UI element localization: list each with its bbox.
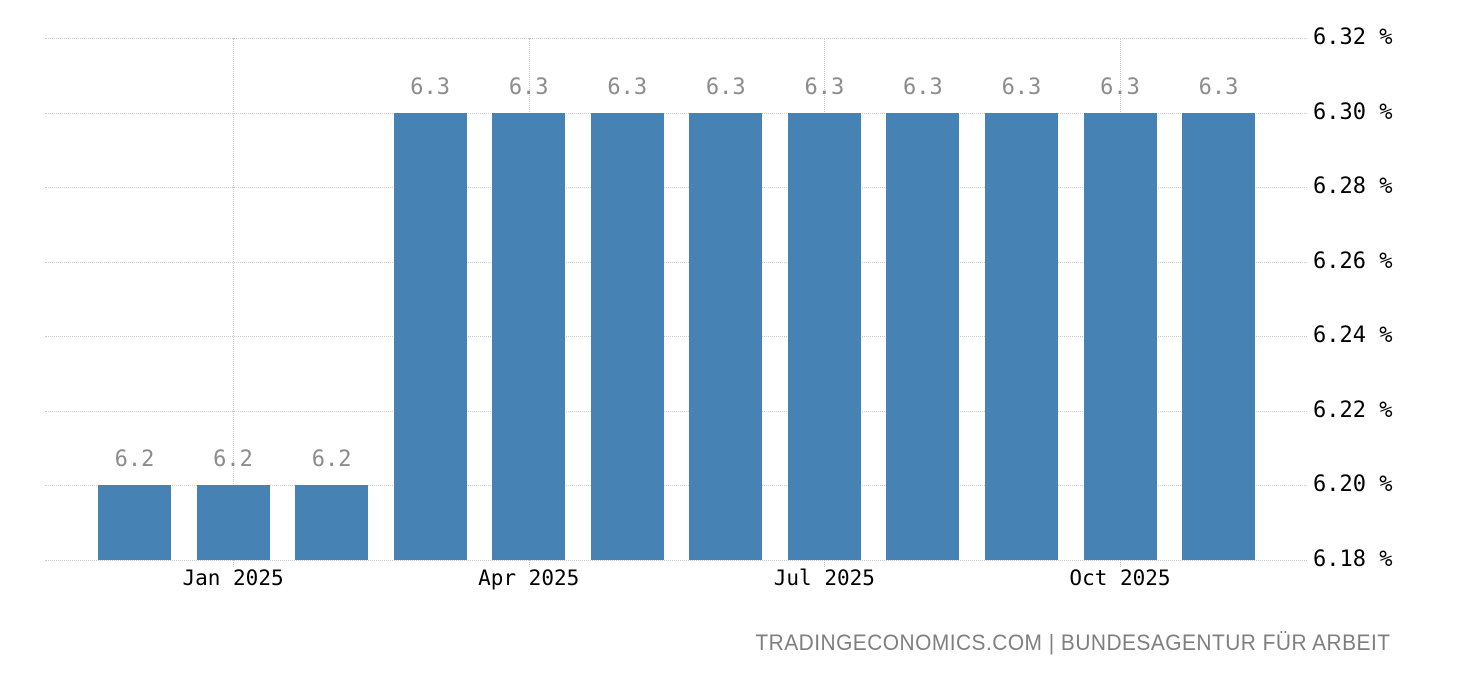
y-gridline bbox=[45, 560, 1307, 561]
y-gridline bbox=[45, 410, 1307, 412]
x-tick-label: Jul 2025 bbox=[773, 566, 875, 590]
x-tick-label: Oct 2025 bbox=[1069, 566, 1171, 590]
y-tick-label: 6.30 % bbox=[1313, 99, 1393, 125]
bar[interactable] bbox=[886, 112, 960, 560]
bar-value-label: 6.3 bbox=[410, 74, 451, 100]
bar-value-label: 6.3 bbox=[804, 74, 845, 100]
source-attribution: TRADINGECONOMICS.COM | BUNDESAGENTUR FÜR… bbox=[754, 630, 1390, 655]
y-gridline bbox=[45, 261, 1307, 263]
bar-value-label: 6.3 bbox=[1100, 74, 1140, 100]
x-tick-mark bbox=[1120, 560, 1121, 567]
x-tick-label: Apr 2025 bbox=[478, 566, 580, 590]
bar[interactable] bbox=[393, 112, 467, 560]
y-tick-label: 6.32 % bbox=[1313, 25, 1393, 50]
y-tick-label: 6.26 % bbox=[1313, 248, 1393, 274]
bar[interactable] bbox=[98, 485, 171, 560]
bar-value-label: 6.3 bbox=[1198, 74, 1239, 100]
y-tick-label: 6.20 % bbox=[1313, 472, 1393, 498]
x-gridline bbox=[233, 38, 235, 560]
bar[interactable] bbox=[1083, 112, 1157, 560]
y-tick-label: 6.18 % bbox=[1313, 547, 1393, 572]
bar[interactable] bbox=[295, 485, 369, 560]
x-tick-mark bbox=[824, 560, 826, 567]
bar[interactable] bbox=[492, 112, 566, 560]
y-tick-label: 6.24 % bbox=[1313, 323, 1393, 349]
bar[interactable] bbox=[1182, 112, 1256, 560]
y-gridline bbox=[45, 38, 1307, 39]
bar-value-label: 6.2 bbox=[311, 447, 352, 473]
bar-value-label: 6.3 bbox=[607, 74, 648, 100]
x-tick-label: Jan 2025 bbox=[182, 566, 284, 590]
x-tick-mark bbox=[233, 560, 235, 567]
bar[interactable] bbox=[984, 112, 1058, 560]
y-gridline bbox=[45, 187, 1307, 189]
bar-value-label: 6.3 bbox=[508, 74, 549, 100]
bar[interactable] bbox=[787, 112, 861, 560]
bar-value-label: 6.2 bbox=[213, 447, 253, 473]
bar-value-label: 6.3 bbox=[705, 74, 746, 100]
y-gridline bbox=[45, 112, 1307, 114]
x-tick-mark bbox=[528, 560, 530, 567]
bar-value-label: 6.2 bbox=[114, 447, 155, 473]
bar-value-label: 6.3 bbox=[903, 74, 943, 100]
bar-value-label: 6.3 bbox=[1001, 74, 1042, 100]
bar[interactable] bbox=[196, 485, 270, 560]
plot-area: 6.2 6.2 6.2 6.3 6.3 6.3 6.3 6.3 6.3 6.3 6.3 6.3 bbox=[45, 38, 1307, 561]
y-tick-label: 6.28 % bbox=[1313, 174, 1393, 200]
bar[interactable] bbox=[590, 112, 664, 560]
y-gridline bbox=[45, 485, 1307, 487]
y-tick-label: 6.22 % bbox=[1313, 397, 1393, 423]
bar[interactable] bbox=[689, 112, 763, 560]
y-gridline bbox=[45, 336, 1307, 338]
